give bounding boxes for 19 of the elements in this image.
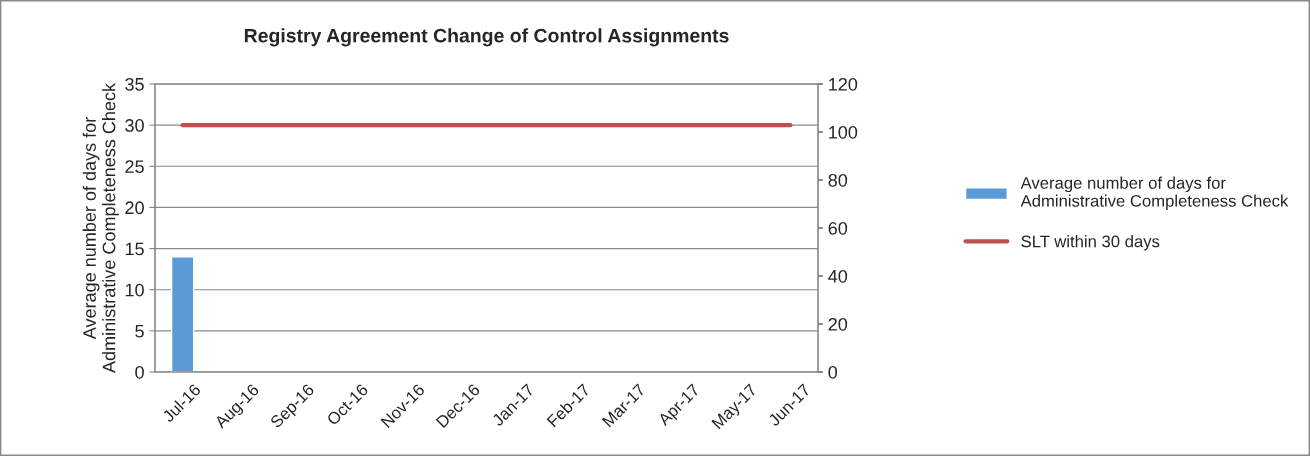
y2-tick-label: 60 — [828, 221, 848, 235]
y-tick-label: 30 — [125, 119, 144, 132]
y-tick-label: 25 — [125, 160, 144, 174]
chart-title: Registry Agreement Change of Control Assignments — [244, 28, 729, 47]
y-tick-label: 5 — [135, 324, 144, 338]
y2-tick-label: 80 — [828, 173, 848, 187]
y-tick-label: 0 — [135, 365, 144, 379]
y2-tick-label: 0 — [828, 365, 838, 379]
y-axis-title: Average number of days for Administrative Completeness Check — [82, 82, 119, 373]
y2-tick-label: 100 — [829, 125, 858, 139]
legend-label: SLT within 30 days — [1021, 235, 1160, 251]
legend-label: Average number of days for Administrative Completeness Check — [1020, 176, 1289, 211]
y2-tick-label: 20 — [828, 317, 848, 331]
y2-tick-label: 40 — [828, 269, 848, 283]
y2-tick-label: 120 — [829, 77, 858, 91]
y-tick-label: 20 — [125, 201, 144, 215]
y-tick-label: 15 — [125, 242, 144, 256]
y-tick-label: 10 — [125, 283, 144, 297]
y-tick-label: 35 — [125, 77, 144, 91]
